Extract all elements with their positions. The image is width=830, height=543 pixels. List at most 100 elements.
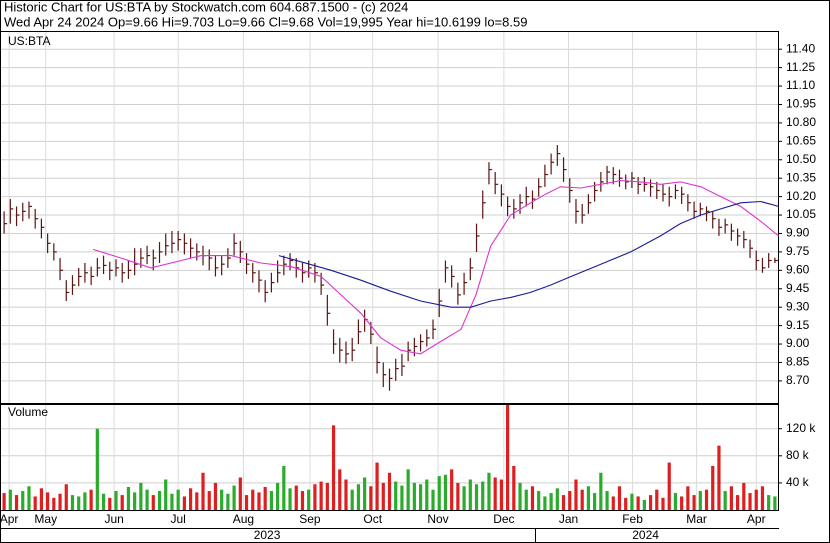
volume-bar [443,474,448,510]
volume-bar [238,477,242,510]
header-line1: Historic Chart for US:BTA by Stockwatch.… [4,0,408,14]
year-label: 2024 [632,528,659,542]
y-tick-label: 10.35 [786,170,816,184]
volume-bar [493,477,497,510]
volume-bar [518,482,522,510]
y-tick-label: 10.05 [786,207,816,221]
volume-bar [21,491,25,510]
volume-bar [33,496,37,510]
y-tick-label: 10.65 [786,134,816,148]
volume-bar [369,486,373,510]
volume-bar [555,488,559,510]
y-tick-label: 10.80 [786,115,816,129]
volume-bar [617,486,622,510]
volume-bar [70,495,75,510]
volume-bar [276,482,280,510]
volume-bar [642,499,646,510]
y-tick-label: 40 k [786,475,810,489]
volume-bar [711,465,715,510]
volume-bar [164,479,168,510]
x-tick-label: Sep [299,512,321,526]
volume-bar [704,489,709,510]
y-tick-label: 80 k [786,448,810,462]
volume-bar [46,492,50,510]
volume-bar [580,489,584,510]
volume-bar [133,492,137,510]
x-tick-label: Dec [493,512,514,526]
volume-bar [387,472,392,510]
volume-bar [462,486,466,510]
volume-bar [524,489,528,510]
volume-bar [151,495,155,510]
y-tick-label: 10.20 [786,189,816,203]
volume-bar [375,462,379,510]
volume-bar [114,491,118,510]
volume-bar [636,496,640,510]
volume-bar [599,472,603,510]
y-tick-label: 9.30 [786,299,810,313]
x-tick-label: Nov [427,512,448,526]
y-tick-label: 10.50 [786,152,816,166]
volume-bar [561,495,566,510]
volume-bar [2,493,6,510]
volume-bar [300,491,305,510]
volume-bar [14,495,19,510]
x-tick-label: Feb [622,512,643,526]
x-tick-label: Oct [363,512,382,526]
volume-bar [605,491,609,510]
volume-bar [773,496,777,510]
volume-bar [611,496,615,510]
volume-bar [58,493,62,510]
volume-bar [226,493,230,510]
volume-bar [108,497,112,510]
x-tick-label: Apr [747,512,766,526]
volume-bar [450,469,454,510]
header-line2: Wed Apr 24 2024 Op=9.66 Hi=9.703 Lo=9.66… [4,14,527,29]
volume-bar [537,491,541,510]
moving-average [278,200,779,308]
volume-bar [350,489,354,510]
volume-bar [195,492,199,510]
y-tick-label: 9.90 [786,226,810,240]
y-tick-label: 9.45 [786,281,810,295]
y-tick-label: 11.25 [786,60,815,74]
volume-bar [331,425,336,510]
volume-bar [431,489,435,510]
volume-label: Volume [8,405,48,419]
x-tick-label: Jan [559,512,578,526]
volume-bar [188,488,193,510]
volume-bar [39,488,44,510]
volume-bar [400,485,404,510]
volume-bar [182,496,186,510]
volume-bar [723,491,727,510]
volume-bar [176,489,180,510]
volume-bar [586,486,591,510]
volume-bar [760,486,765,510]
volume-bar [549,493,553,510]
volume-bar [356,484,361,510]
volume-bar [288,488,292,510]
volume-bar [282,465,286,510]
volume-bar [418,484,423,510]
x-tick-label: Aug [233,512,254,526]
volume-bar [89,489,93,510]
volume-bar [294,485,298,510]
volume-bar [742,482,746,510]
volume-bar [77,496,81,510]
volume-bar [313,484,317,510]
volume-bar [692,495,696,510]
volume-bar [530,486,535,510]
volume-bar [220,489,224,510]
volume-bar [307,489,311,510]
volume-bar [425,479,429,510]
volume-bar [729,486,733,510]
volume-bar [487,472,491,510]
volume-bar [170,493,174,510]
volume-bar [512,465,516,510]
volume-bar [263,486,267,510]
volume-bar [139,482,143,510]
volume-bar [481,481,485,510]
y-tick-label: 9.15 [786,318,810,332]
x-tick-label: May [34,512,57,526]
